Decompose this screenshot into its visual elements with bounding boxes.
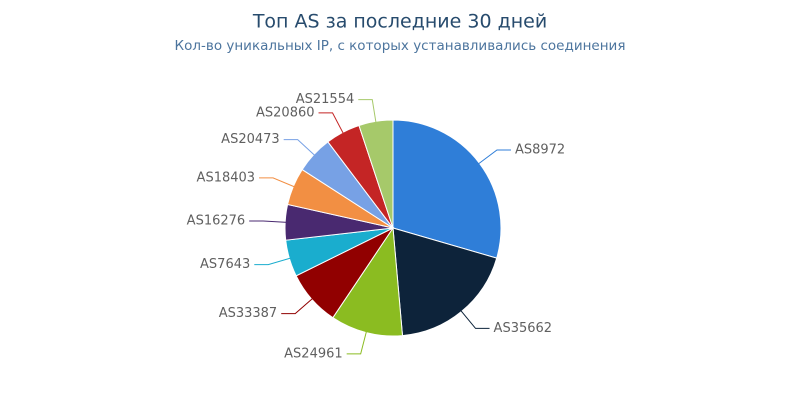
- slice-label: AS24961: [284, 346, 343, 361]
- chart-subtitle: Кол-во уникальных IP, с которых устанавл…: [175, 38, 626, 54]
- slice-label: AS21554: [296, 92, 355, 107]
- slice-label: AS16276: [187, 214, 246, 229]
- slice-label: AS20473: [221, 132, 280, 147]
- connector: [254, 257, 292, 266]
- slice-label: AS8972: [515, 142, 565, 157]
- slice-label: AS7643: [200, 257, 250, 272]
- connector: [477, 149, 511, 165]
- connector: [283, 139, 316, 157]
- connector: [281, 297, 314, 315]
- slice-label: AS18403: [197, 170, 256, 185]
- chart-title: Топ AS за последние 30 дней: [252, 11, 547, 33]
- connector: [259, 177, 296, 188]
- connector: [346, 330, 368, 355]
- connector: [358, 99, 377, 124]
- connector: [249, 220, 288, 223]
- connector: [459, 309, 490, 329]
- slice-label: AS33387: [219, 306, 278, 321]
- connector: [318, 112, 345, 135]
- slice-label: AS20860: [256, 105, 315, 120]
- slice-label: AS35662: [494, 321, 553, 336]
